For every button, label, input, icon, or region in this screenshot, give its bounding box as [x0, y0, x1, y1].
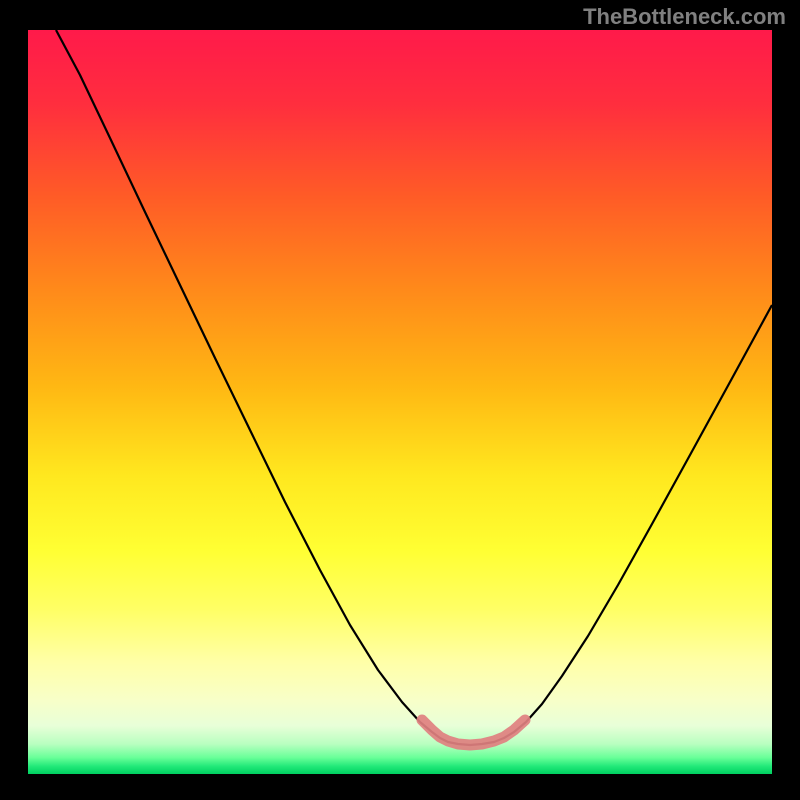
- plot-area: [28, 30, 772, 774]
- gradient-background: [28, 30, 772, 774]
- watermark-text: TheBottleneck.com: [583, 4, 786, 30]
- chart-svg: [28, 30, 772, 774]
- chart-container: TheBottleneck.com: [0, 0, 800, 800]
